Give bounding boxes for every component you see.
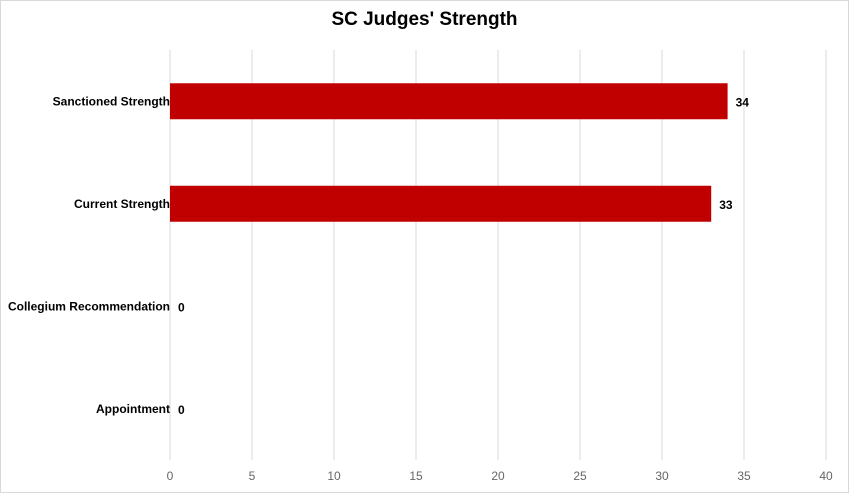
x-tick-label-7: 35 <box>737 469 751 483</box>
category-label-3: Appointment <box>96 402 170 416</box>
x-tick-label-3: 15 <box>409 469 423 483</box>
chart-title: SC Judges' Strength <box>331 9 518 30</box>
category-label-1: Current Strength <box>74 197 170 211</box>
bar-0 <box>170 83 728 120</box>
x-tick-label-8: 40 <box>819 469 833 483</box>
x-tick-label-5: 25 <box>573 469 587 483</box>
bar-1 <box>170 185 712 222</box>
x-tick-label-1: 5 <box>249 469 256 483</box>
value-label-0: 34 <box>736 95 750 109</box>
value-label-3: 0 <box>178 403 185 417</box>
value-label-2: 0 <box>178 300 185 314</box>
x-tick-label-4: 20 <box>491 469 505 483</box>
value-label-1: 33 <box>719 198 733 212</box>
x-tick-label-0: 0 <box>167 469 174 483</box>
x-tick-label-6: 30 <box>655 469 669 483</box>
category-label-0: Sanctioned Strength <box>53 94 170 108</box>
x-tick-label-2: 10 <box>327 469 341 483</box>
category-label-2: Collegium Recommendation <box>8 299 170 313</box>
